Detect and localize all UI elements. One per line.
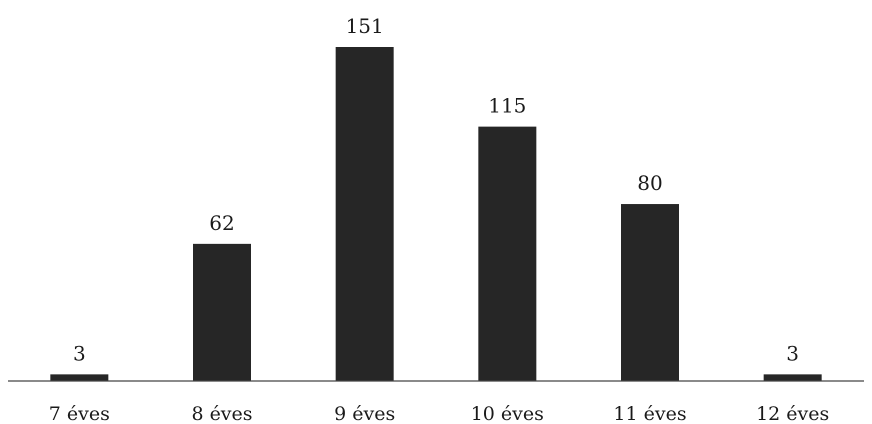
- value-labels-group: 3 62 151 115 80 3: [73, 14, 799, 365]
- x-tick-label-1: 7 éves: [49, 403, 110, 424]
- value-label-3: 151: [346, 14, 384, 38]
- bar-2: [193, 243, 251, 381]
- x-tick-label-3: 9 éves: [334, 403, 395, 424]
- bar-3: [335, 47, 394, 381]
- bar-5: [621, 204, 679, 381]
- value-label-4: 115: [488, 94, 526, 118]
- x-tick-label-2: 8 éves: [191, 403, 252, 424]
- value-label-1: 3: [73, 341, 86, 365]
- bars-group: [50, 47, 822, 381]
- bar-6: [763, 374, 822, 381]
- x-tick-label-6: 12 éves: [756, 403, 829, 424]
- value-label-6: 3: [786, 341, 799, 365]
- value-label-5: 80: [637, 171, 662, 195]
- x-tick-label-5: 11 éves: [613, 403, 686, 424]
- x-tick-labels-group: 7 éves 8 éves 9 éves 10 éves 11 éves 12 éves: [49, 403, 829, 424]
- bar-1: [50, 374, 109, 381]
- value-label-2: 62: [209, 211, 234, 235]
- bar-4: [478, 126, 537, 381]
- x-tick-label-4: 10 éves: [471, 403, 544, 424]
